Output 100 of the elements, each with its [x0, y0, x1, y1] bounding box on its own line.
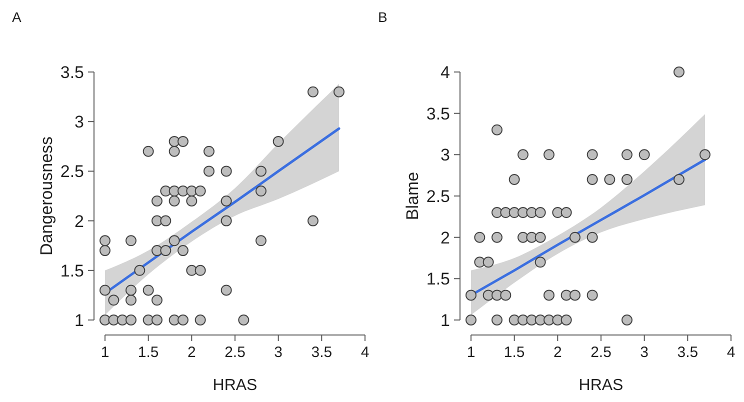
y-tick-label: 2	[440, 228, 450, 248]
y-tick-label: 1	[74, 310, 84, 330]
point	[152, 314, 162, 326]
y-axis-title: Blame	[403, 172, 422, 220]
x-tick-label: 4	[360, 344, 370, 361]
x-tick-label: 2.5	[590, 344, 612, 361]
point	[126, 284, 136, 296]
point	[534, 207, 546, 218]
point	[534, 256, 546, 268]
x-tick-label: 1.5	[138, 344, 159, 361]
y-tick-label: 2.5	[426, 186, 450, 206]
point	[508, 174, 520, 185]
point	[100, 245, 110, 256]
point	[552, 314, 564, 326]
point	[526, 207, 538, 218]
point	[604, 174, 616, 185]
x-tick-label: 2	[553, 344, 562, 361]
point	[544, 290, 554, 301]
point	[674, 66, 684, 78]
x-axis-title: HRAS	[212, 377, 258, 394]
point	[560, 314, 572, 326]
point	[186, 195, 198, 206]
point	[586, 290, 598, 301]
point	[126, 314, 136, 326]
point	[552, 207, 564, 218]
point	[152, 245, 162, 256]
point	[194, 186, 206, 197]
y-tick-label: 3	[74, 112, 84, 132]
point	[272, 136, 284, 147]
point	[674, 174, 684, 185]
y-tick-label: 3.5	[60, 62, 84, 82]
x-tick-label: 4	[726, 344, 736, 361]
point	[178, 245, 188, 256]
point	[160, 245, 172, 256]
point	[238, 314, 250, 326]
y-tick-label: 3	[440, 146, 450, 165]
point	[622, 174, 632, 185]
point	[638, 149, 650, 160]
point	[152, 294, 162, 306]
point	[308, 215, 318, 226]
chart-title: A	[12, 9, 22, 25]
point	[474, 256, 486, 268]
point	[100, 284, 110, 296]
point	[622, 149, 632, 160]
point	[194, 264, 206, 276]
point	[186, 264, 198, 276]
point	[466, 290, 476, 301]
x-tick-label: 2	[187, 344, 196, 361]
point	[492, 314, 502, 326]
point	[466, 314, 476, 326]
point	[500, 207, 512, 218]
point	[168, 195, 180, 206]
point	[526, 232, 538, 243]
point	[134, 264, 146, 276]
point	[586, 174, 598, 185]
y-tick-label: 2	[74, 212, 84, 231]
x-tick-label: 1.5	[504, 344, 525, 361]
point	[492, 124, 502, 136]
point	[474, 232, 486, 243]
point	[544, 149, 554, 160]
y-axis-title: Dangerousness	[37, 136, 56, 256]
point	[178, 314, 188, 326]
point	[186, 186, 198, 197]
point	[108, 294, 120, 306]
point	[560, 207, 572, 218]
y-tick-label: 1	[440, 310, 450, 330]
point	[126, 294, 136, 306]
point	[256, 166, 266, 177]
point	[622, 314, 632, 326]
point	[160, 215, 172, 226]
y-tick-label: 3.5	[426, 104, 450, 124]
x-tick-label: 3	[274, 344, 283, 361]
x-tick-label: 1	[100, 344, 110, 361]
point	[256, 186, 266, 197]
point	[308, 86, 318, 98]
point	[334, 86, 344, 98]
point	[586, 149, 598, 160]
point	[700, 149, 710, 160]
point	[220, 195, 232, 206]
y-tick-label: 2.5	[60, 162, 84, 182]
point	[160, 186, 172, 197]
y-tick-label: 1.5	[426, 270, 450, 289]
x-tick-label: 3	[640, 344, 649, 361]
point	[482, 256, 494, 268]
x-tick-label: 2.5	[224, 344, 246, 361]
point	[142, 146, 154, 157]
point	[100, 235, 110, 246]
point	[220, 284, 232, 296]
point	[526, 314, 538, 326]
point	[168, 235, 180, 246]
point	[152, 195, 162, 206]
x-tick-label: 3.5	[311, 344, 332, 361]
point	[126, 235, 136, 246]
point	[108, 314, 120, 326]
point	[570, 290, 580, 301]
point	[204, 146, 214, 157]
x-tick-label: 1	[466, 344, 476, 361]
point	[256, 235, 266, 246]
point	[492, 232, 502, 243]
point	[204, 166, 214, 177]
